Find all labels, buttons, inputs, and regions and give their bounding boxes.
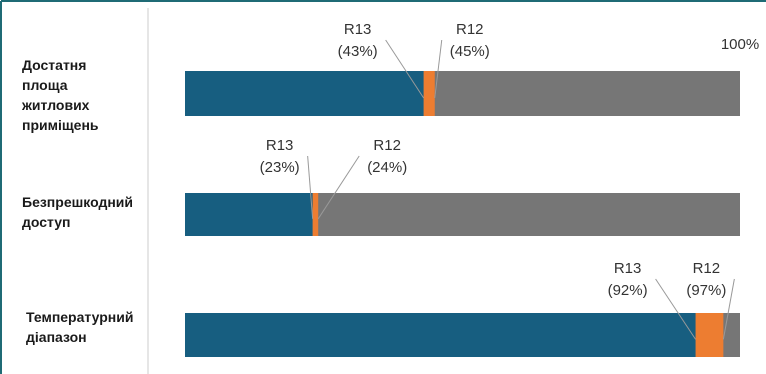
series-label: R12: [693, 260, 721, 277]
leader-line: [655, 278, 697, 340]
value-label: (43%): [338, 43, 378, 60]
leader-line: [434, 39, 443, 99]
series-label: R13: [614, 260, 642, 277]
value-label: (23%): [260, 159, 300, 176]
bar: [312, 193, 319, 236]
series-label: R13: [344, 21, 372, 38]
category-label: Безпрешкодний доступ: [22, 194, 134, 230]
series-label: R12: [373, 137, 401, 154]
value-label: (92%): [608, 282, 648, 299]
x-tick-label: 100%: [721, 36, 759, 53]
leader-line: [317, 155, 360, 220]
bar: [423, 71, 435, 116]
value-label: (24%): [367, 159, 407, 176]
leader-line: [722, 278, 735, 340]
series-label: R12: [456, 21, 484, 38]
category-label: Достатня площа житлових приміщень: [22, 57, 99, 133]
value-label: (97%): [686, 282, 726, 299]
series-label: R13: [266, 137, 294, 154]
category-label: Температурний діапазон: [26, 309, 134, 345]
bar: [695, 313, 724, 357]
value-label: (45%): [450, 43, 490, 60]
leader-line: [385, 39, 425, 99]
bar: [185, 193, 313, 236]
leader-line: [307, 155, 314, 219]
bar: [185, 313, 696, 357]
bar: [185, 71, 424, 116]
